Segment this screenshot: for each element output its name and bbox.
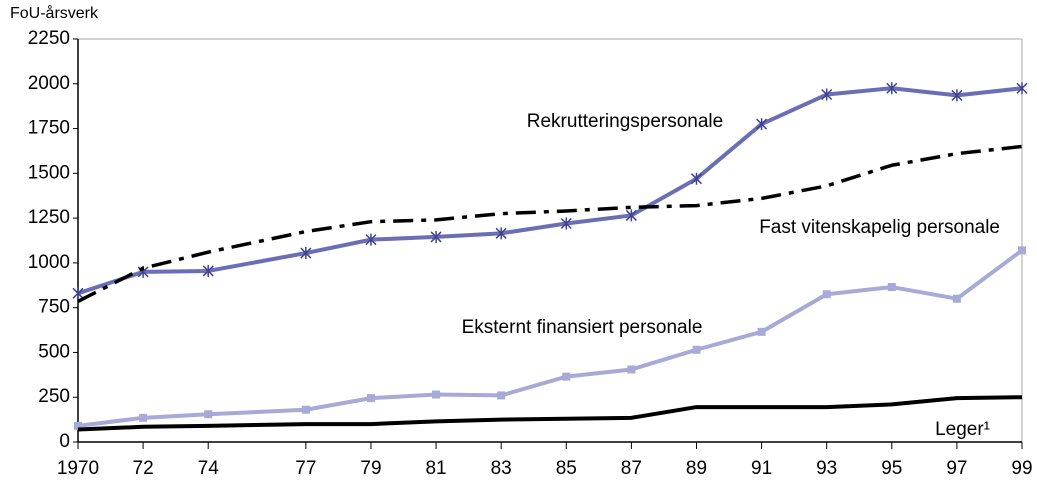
marker	[951, 89, 963, 102]
x-tick-label: 81	[425, 458, 446, 479]
y-tick-label: 1500	[28, 162, 70, 183]
x-tick-label: 1970	[57, 458, 99, 479]
marker	[300, 247, 312, 260]
x-tick-label: 85	[556, 458, 577, 479]
x-tick-label: 77	[295, 458, 316, 479]
x-tick-label: 89	[686, 458, 707, 479]
marker	[74, 421, 82, 430]
marker	[625, 209, 637, 222]
y-tick-label: 750	[38, 297, 70, 318]
series-label: Eksternt finansiert personale	[462, 317, 703, 338]
marker	[952, 294, 961, 303]
marker	[202, 264, 214, 277]
y-tick-label: 2000	[28, 73, 70, 94]
marker	[692, 345, 701, 354]
marker	[562, 372, 571, 381]
x-tick-label: 72	[133, 458, 154, 479]
x-tick-label: 95	[881, 458, 902, 479]
marker	[822, 290, 831, 299]
marker	[204, 410, 213, 419]
marker	[430, 230, 442, 243]
x-tick-label: 74	[198, 458, 220, 479]
x-tick-label: 83	[491, 458, 512, 479]
series-label: Fast vitenskapelig personale	[759, 217, 1000, 238]
marker	[757, 327, 766, 336]
series-line	[77, 395, 1023, 432]
series-line	[77, 248, 1024, 428]
marker	[821, 88, 833, 101]
y-tick-label: 1750	[28, 118, 70, 139]
marker	[366, 394, 375, 403]
marker	[887, 283, 896, 292]
y-tick-label: 250	[38, 386, 70, 407]
x-tick-label: 97	[946, 458, 967, 479]
x-tick-label: 99	[1011, 458, 1032, 479]
x-tick-label: 87	[621, 458, 642, 479]
marker	[495, 227, 507, 240]
marker	[301, 405, 310, 414]
y-axis-label: FoU-årsverk	[10, 4, 99, 22]
marker	[560, 217, 572, 230]
marker	[432, 390, 441, 399]
marker	[756, 118, 768, 131]
marker	[365, 233, 377, 246]
series-label: Rekrutteringspersonale	[527, 111, 723, 132]
marker	[497, 391, 506, 400]
marker	[627, 365, 636, 374]
marker	[1018, 246, 1026, 255]
y-tick-label: 2250	[28, 28, 70, 49]
marker	[139, 413, 148, 422]
y-tick-label: 1000	[28, 252, 70, 273]
series-line	[77, 144, 1023, 303]
y-tick-label: 0	[59, 431, 70, 452]
marker	[1016, 82, 1028, 95]
y-tick-label: 1250	[28, 207, 70, 228]
x-tick-label: 93	[816, 458, 837, 479]
marker	[690, 172, 703, 185]
series-label: Leger¹	[935, 419, 990, 440]
y-tick-label: 500	[38, 341, 70, 362]
marker	[72, 287, 84, 300]
marker	[886, 82, 898, 95]
x-tick-label: 91	[751, 458, 772, 479]
x-tick-label: 79	[360, 458, 381, 479]
